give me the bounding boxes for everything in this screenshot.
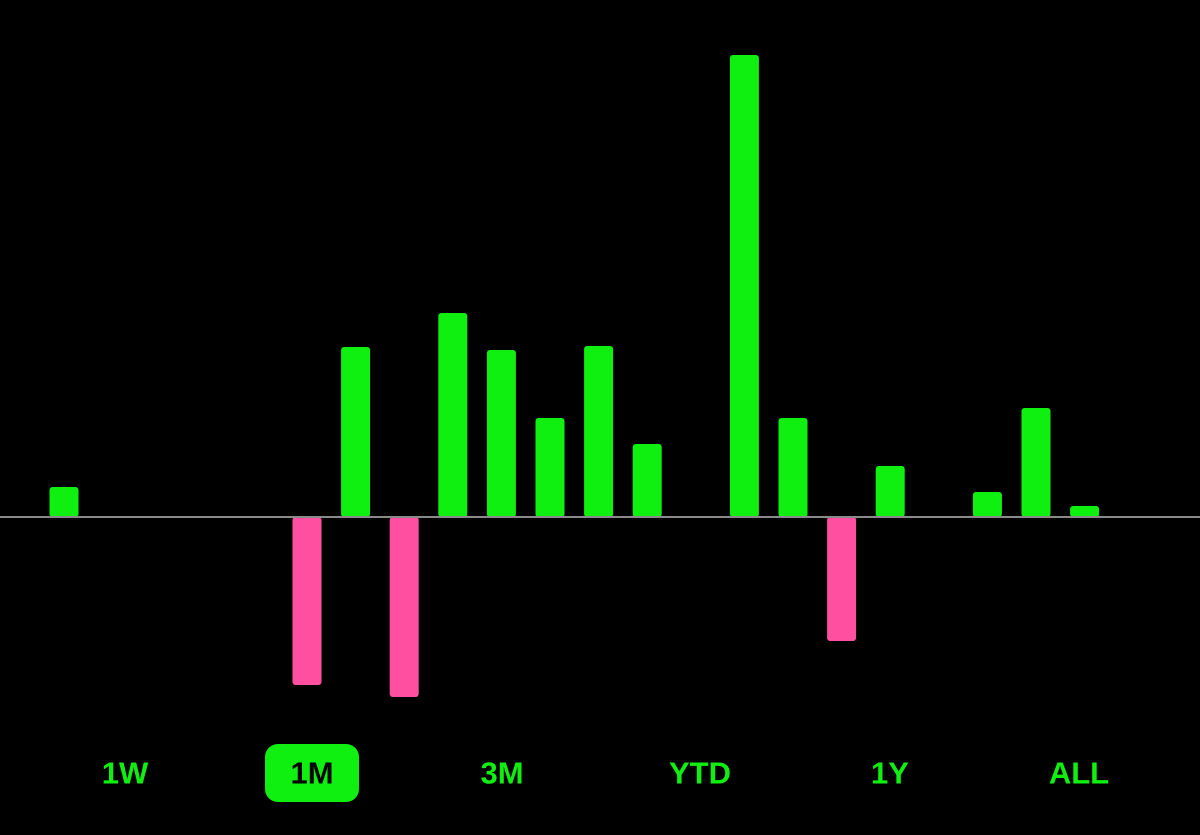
selected-period-pill[interactable] <box>265 744 359 802</box>
bar-positive <box>1021 408 1051 517</box>
bar-positive <box>49 487 79 517</box>
period-button[interactable]: 1Y <box>871 756 909 791</box>
bar-positive <box>632 444 662 517</box>
bar-positive <box>875 466 905 517</box>
period-button[interactable]: 1W <box>102 756 149 791</box>
bar-positive <box>584 346 614 517</box>
period-button[interactable]: 3M <box>480 756 523 791</box>
bar-positive <box>972 492 1002 517</box>
period-button[interactable]: YTD <box>669 756 731 791</box>
bar-positive <box>729 55 759 517</box>
bar-positive <box>1070 506 1100 517</box>
bar-positive <box>535 418 565 517</box>
period-button[interactable]: ALL <box>1049 756 1109 791</box>
bar-positive <box>486 350 516 517</box>
period-button-selected[interactable]: 1M <box>290 756 333 791</box>
bar-positive <box>438 313 468 517</box>
bar-negative <box>827 517 857 641</box>
bar-positive <box>341 347 371 517</box>
bar-negative <box>389 517 419 697</box>
bar-positive <box>778 418 808 517</box>
bar-negative <box>292 517 322 685</box>
